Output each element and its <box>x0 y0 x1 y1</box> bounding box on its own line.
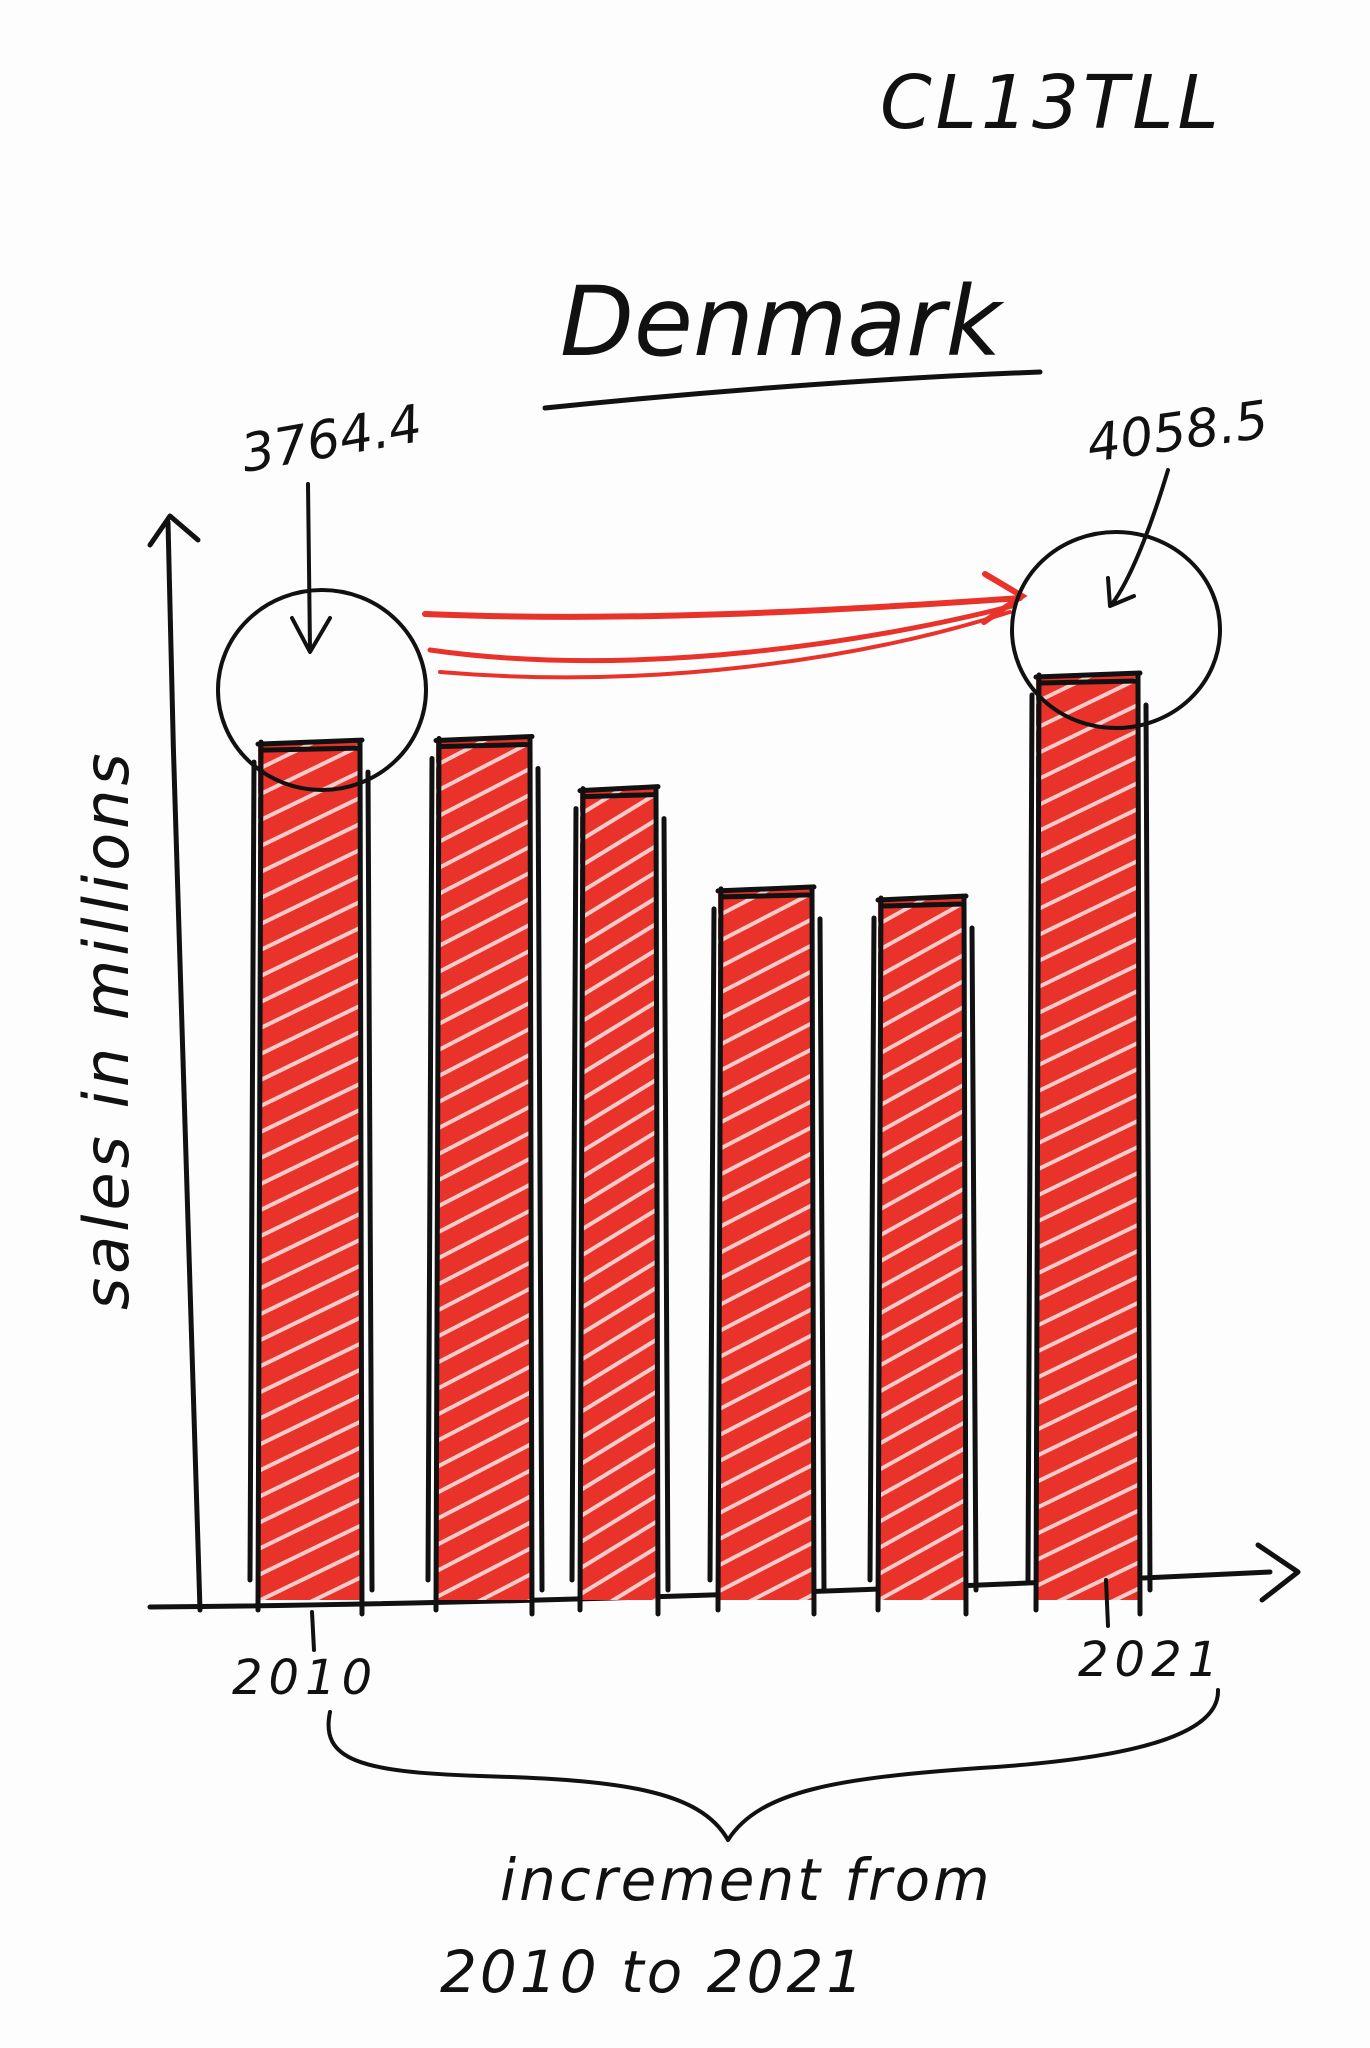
bar-2 <box>569 784 671 1617</box>
bar-5 <box>1025 670 1153 1617</box>
y-axis <box>165 519 203 1613</box>
trend-arrow-line <box>422 595 1023 620</box>
x-axis-arrow <box>1255 1542 1301 1603</box>
bar-hatch <box>718 888 814 1600</box>
x-tick-last <box>1104 1578 1110 1628</box>
bar-hatch <box>436 738 532 1600</box>
highlight-circle-first <box>216 588 428 792</box>
pointer-first <box>290 482 332 654</box>
highlight-circle-last <box>1010 530 1222 730</box>
bar-outline <box>569 784 671 1617</box>
trend-arrow-head <box>981 571 1028 625</box>
bar-1 <box>425 734 545 1617</box>
curly-brace <box>326 1688 1221 1842</box>
data-label-last: 4058.5 <box>1083 390 1272 475</box>
pointer-last <box>1106 468 1170 608</box>
trend-arrow-line-3 <box>438 610 1012 680</box>
bar-outline <box>425 734 545 1617</box>
bar-outline <box>707 884 827 1617</box>
bar-fill <box>436 738 532 1600</box>
x-tick-first <box>310 1610 316 1652</box>
x-tick-label-first: 2010 <box>232 1650 378 1706</box>
bar-outline <box>867 893 979 1617</box>
bar-hatch <box>580 788 658 1600</box>
trend-arrow-line-2 <box>427 603 1015 664</box>
bars-group <box>247 670 1153 1617</box>
code-label: CL13TLL <box>880 60 1223 146</box>
chart-title: Denmark <box>560 266 1005 378</box>
bar-hatch <box>878 898 966 1600</box>
bar-0 <box>247 737 375 1617</box>
data-label-first: 3764.4 <box>237 394 427 485</box>
y-axis-arrow <box>147 513 201 548</box>
annotation-line-2: 2010 to 2021 <box>440 1938 866 2006</box>
y-axis-label: sales in millions <box>70 749 143 1310</box>
bar-hatch <box>258 742 362 1600</box>
bar-outline <box>1025 670 1153 1617</box>
bar-hatch <box>1036 675 1140 1600</box>
bar-outline <box>247 737 375 1617</box>
bar-4 <box>867 893 979 1617</box>
annotation-line-1: increment from <box>500 1846 993 1914</box>
bar-3 <box>707 884 827 1617</box>
title-underline <box>542 369 1043 411</box>
x-tick-label-last: 2021 <box>1078 1632 1224 1688</box>
